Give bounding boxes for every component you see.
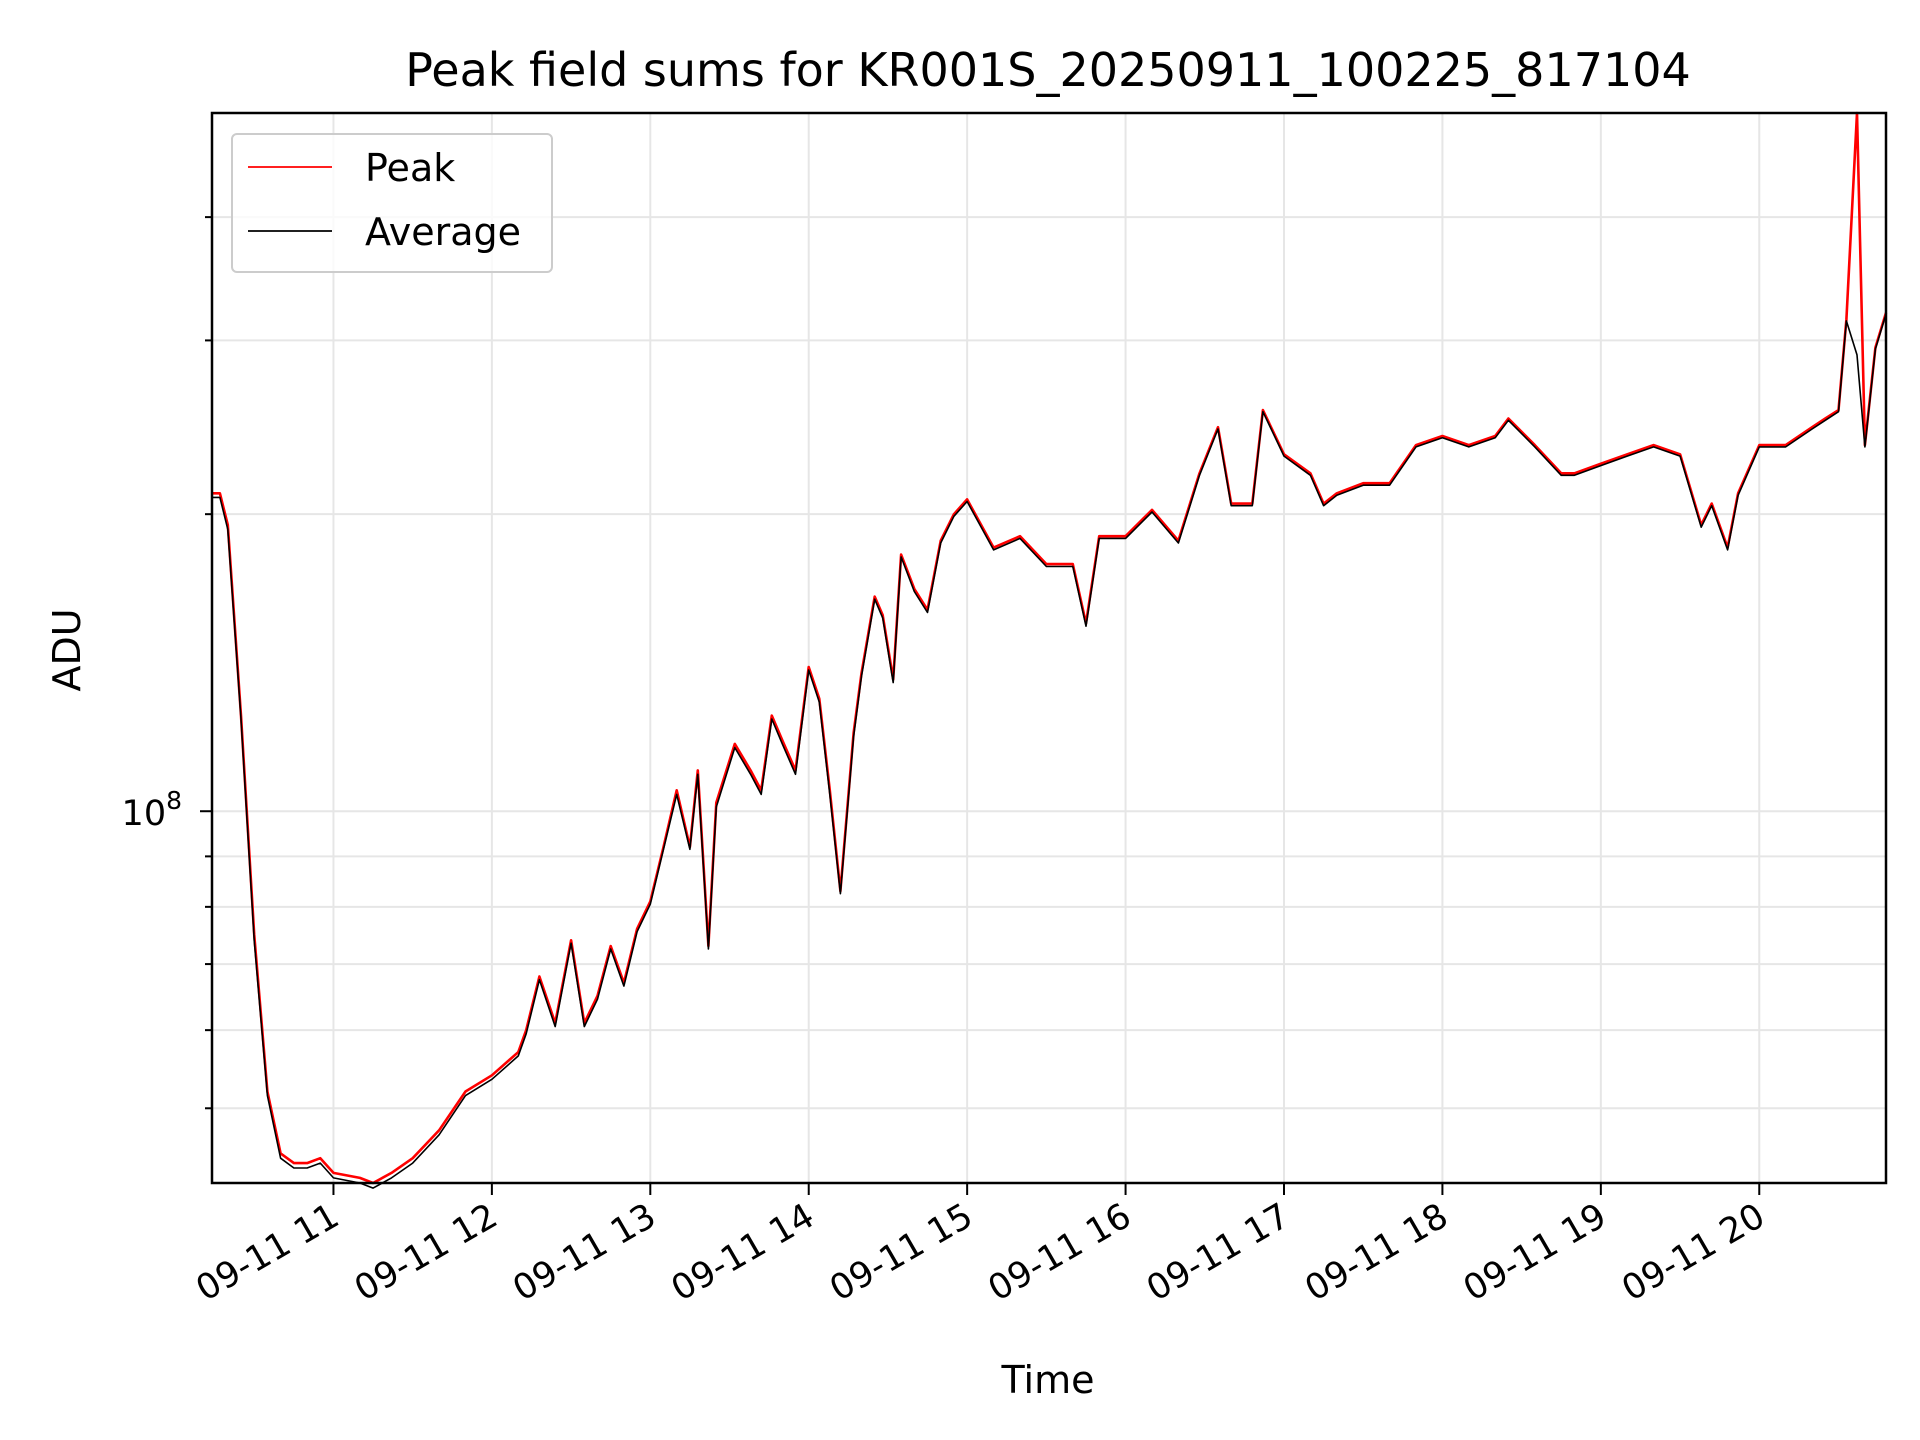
x-axis-label: Time [1001,1358,1095,1402]
series-line-peak [212,111,1888,1185]
legend-label-average: Average [365,210,521,254]
series-line-average [212,313,1887,1189]
legend-label-peak: Peak [365,146,455,190]
plot-frame [210,111,1888,1185]
chart-title: Peak field sums for KR001S_20250911_1002… [405,43,1691,97]
series-layer [212,111,1888,1189]
grid [212,113,1886,1183]
legend: Peak Average [231,133,553,273]
legend-box [231,133,553,273]
y-axis-label: ADU [45,608,89,691]
